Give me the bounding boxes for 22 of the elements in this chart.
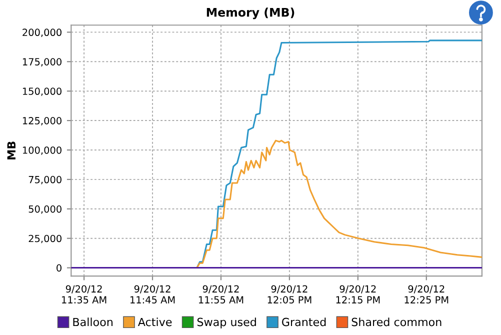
y-tick-label: 0 — [56, 264, 62, 272]
x-tick-label: 9/20/12 12:05 PM — [268, 285, 312, 304]
x-tick-label: 9/20/12 12:25 PM — [404, 285, 448, 304]
legend-label: Swap used — [197, 318, 256, 328]
x-tick-label: 9/20/12 11:55 AM — [198, 285, 244, 304]
y-tick-label: 200,000 — [22, 28, 62, 38]
y-axis-title: MB — [7, 142, 16, 160]
legend-label: Granted — [282, 318, 326, 326]
y-tick-label: 175,000 — [22, 58, 62, 66]
y-tick-label: 50,000 — [28, 205, 62, 214]
legend-label: Active — [138, 318, 172, 326]
y-tick-label: 100,000 — [22, 146, 62, 155]
y-tick-label: 25,000 — [28, 234, 62, 244]
x-tick-label: 9/20/12 12:15 PM — [336, 285, 380, 304]
y-tick-label: 125,000 — [22, 117, 62, 126]
y-tick-label: 75,000 — [28, 176, 62, 184]
chart-title: Memory (MB) — [206, 8, 294, 20]
legend-label: Balloon — [73, 318, 112, 326]
x-tick-label: 9/20/12 11:35 AM — [62, 285, 106, 304]
legend-label: Shared common — [352, 318, 442, 326]
x-tick-label: 9/20/12 11:45 AM — [130, 285, 175, 304]
y-tick-label: 150,000 — [22, 88, 62, 96]
